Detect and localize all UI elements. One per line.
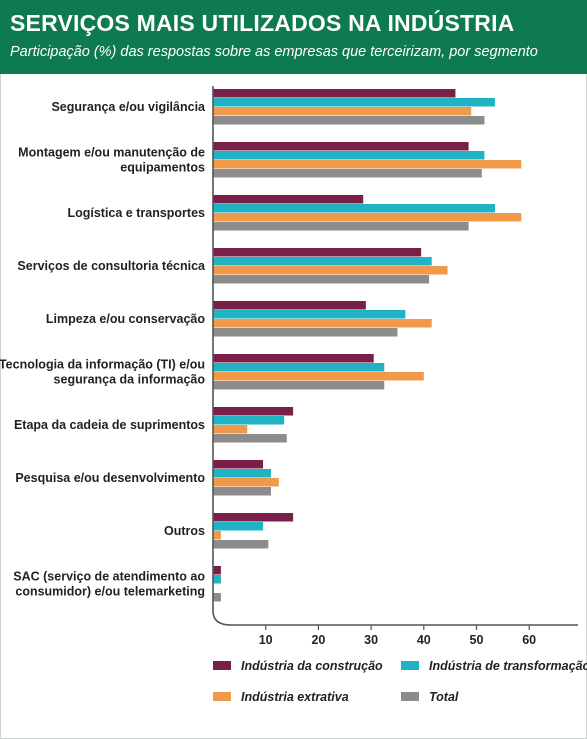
category-label: Etapa da cadeia de suprimentos [14, 418, 205, 432]
legend-label: Total [429, 690, 459, 704]
x-tick-label: 60 [522, 633, 536, 647]
bar-2-6 [213, 363, 385, 372]
bar-4-3 [213, 222, 469, 231]
header-banner: SERVIÇOS MAIS UTILIZADOS NA INDÚSTRIA Pa… [0, 0, 587, 74]
bars [213, 89, 522, 602]
axis-line [212, 86, 578, 626]
x-tick-label: 50 [470, 633, 484, 647]
category-label: Segurança e/ou vigilância [51, 100, 206, 114]
bar-1-6 [213, 354, 374, 363]
category-label: Serviços de consultoria técnica [17, 259, 206, 273]
bar-4-4 [213, 275, 430, 284]
bar-2-8 [213, 469, 271, 478]
bar-1-2 [213, 142, 469, 151]
legend-swatch [213, 661, 231, 670]
bar-1-1 [213, 89, 456, 98]
x-tick-label: 30 [364, 633, 378, 647]
bar-4-10 [213, 593, 221, 602]
bar-4-7 [213, 434, 287, 443]
category-label: Outros [164, 524, 205, 538]
bar-4-5 [213, 328, 398, 337]
x-tick-label: 20 [311, 633, 325, 647]
bar-2-4 [213, 257, 432, 266]
bar-1-9 [213, 513, 294, 522]
category-label: Montagem e/ou manutenção de equipamentos [18, 145, 205, 174]
category-labels: Segurança e/ou vigilância Montagem e/ou m… [0, 100, 206, 599]
legend-swatch [401, 661, 419, 670]
bar-2-2 [213, 151, 485, 160]
chart-title: SERVIÇOS MAIS UTILIZADOS NA INDÚSTRIA [10, 10, 515, 36]
bar-4-8 [213, 487, 271, 496]
bar-2-5 [213, 310, 406, 319]
bar-3-3 [213, 213, 522, 222]
legend-label: Indústria da construção [241, 659, 383, 673]
bar-2-1 [213, 98, 495, 107]
bar-2-10 [213, 575, 221, 584]
legend-swatch [213, 692, 231, 701]
bar-4-1 [213, 116, 485, 125]
bar-1-3 [213, 195, 364, 204]
bar-3-1 [213, 107, 472, 116]
x-tick-label: 40 [417, 633, 431, 647]
bar-chart: Segurança e/ou vigilância Montagem e/ou m… [0, 86, 587, 704]
bar-3-5 [213, 319, 432, 328]
bar-4-6 [213, 381, 385, 390]
category-label: SAC (serviço de atendimento ao consumidor… [13, 569, 205, 598]
category-label: Tecnologia da informação (TI) e/ou segura… [0, 357, 205, 386]
bar-3-4 [213, 266, 448, 275]
bar-3-9 [213, 531, 221, 540]
legend-label: Indústria de transformação [429, 659, 587, 673]
category-label: Logística e transportes [67, 206, 205, 220]
bar-3-7 [213, 425, 248, 434]
category-label: Limpeza e/ou conservação [46, 312, 205, 326]
bar-4-9 [213, 540, 269, 549]
chart-subtitle: Participação (%) das respostas sobre as … [10, 44, 538, 60]
bar-2-9 [213, 522, 264, 531]
bar-3-6 [213, 372, 424, 381]
legend-swatch [401, 692, 419, 701]
bar-2-3 [213, 204, 495, 213]
category-label: Pesquisa e/ou desenvolvimento [15, 471, 205, 485]
bar-1-8 [213, 460, 264, 469]
bar-4-2 [213, 169, 482, 178]
bar-2-7 [213, 416, 285, 425]
x-axis: 10 20 30 40 50 60 [212, 86, 578, 647]
legend: Indústria da construção Indústria de tran… [213, 659, 587, 704]
bar-1-5 [213, 301, 366, 310]
bar-1-4 [213, 248, 422, 257]
legend-label: Indústria extrativa [241, 690, 349, 704]
x-tick-label: 10 [259, 633, 273, 647]
bar-1-7 [213, 407, 294, 416]
bar-1-10 [213, 566, 221, 575]
bar-3-8 [213, 478, 279, 487]
bar-3-2 [213, 160, 522, 169]
